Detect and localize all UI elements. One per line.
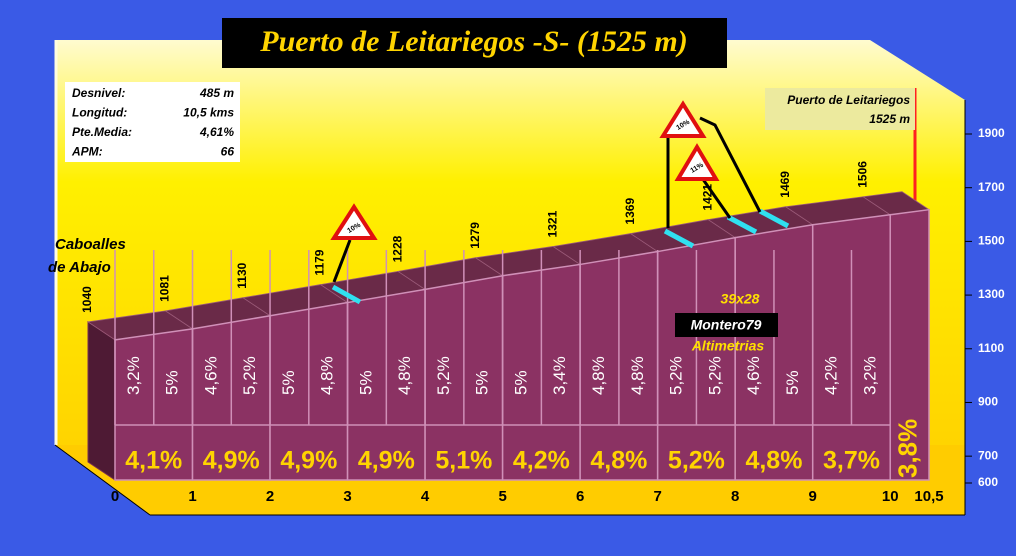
y-tick-label: 1100	[978, 341, 1004, 355]
info-label: Longitud:	[72, 106, 127, 120]
altitude-label: 1506	[855, 161, 869, 188]
km-gradient: 3,7%	[823, 447, 880, 475]
km-gradient: 4,9%	[203, 447, 260, 475]
segment-gradient: 3,4%	[550, 356, 569, 395]
credit: 39x28	[721, 291, 760, 307]
y-tick-label: 1500	[978, 234, 1005, 248]
x-tick-label: 9	[809, 488, 817, 505]
x-tick-label: 7	[653, 488, 661, 505]
signs: 10% 10% 11%	[330, 100, 762, 283]
segment-gradient: 5%	[783, 370, 802, 395]
credit-box	[675, 313, 778, 337]
credit: Montero79	[691, 317, 762, 333]
info-value: 4,61%	[199, 125, 234, 139]
altitude-label: 1130	[235, 262, 249, 288]
marker	[331, 284, 362, 305]
segment-gradient: 3,2%	[124, 356, 143, 395]
marker	[726, 214, 758, 235]
y-tick-label: 700	[978, 448, 998, 462]
segment-gradient: 4,8%	[395, 356, 414, 395]
km-gradient: 5,2%	[668, 447, 725, 475]
sign	[674, 143, 720, 181]
summit-label: Puerto de Leitariegos	[787, 93, 910, 107]
segment-gradient: 4,6%	[744, 356, 763, 395]
info-value: 485 m	[199, 86, 234, 100]
altitude-label: 1040	[80, 286, 94, 313]
start-label: de Abajo	[48, 259, 111, 276]
sign	[330, 203, 378, 240]
info-label: Desnivel:	[72, 86, 125, 100]
altitude-label: 1179	[313, 249, 327, 275]
summit-label: 1525 m	[869, 112, 910, 126]
km-gradient: 4,9%	[358, 447, 415, 475]
km-gradient: 4,8%	[745, 447, 802, 475]
km-gradient: 4,2%	[513, 447, 570, 475]
altitude-label: 1279	[468, 222, 482, 249]
x-tick-label: 2	[266, 488, 274, 505]
x-tick-label: 5	[498, 488, 506, 505]
sign-pole	[332, 239, 352, 283]
altitude-label: 1369	[623, 198, 637, 225]
x-tick-label: 10	[882, 488, 899, 505]
y-tick-label: 1900	[978, 126, 1005, 140]
km-gradient: 5,1%	[435, 447, 492, 475]
y-tick-label: 1300	[978, 287, 1005, 301]
title-box	[222, 18, 727, 68]
info-value: 10,5 kms	[183, 106, 234, 120]
segment-gradient: 4,8%	[628, 356, 647, 395]
segment-gradient: 4,2%	[822, 356, 841, 395]
info-value: 66	[221, 145, 235, 159]
x-tick-label: 10,5	[914, 488, 943, 505]
segment-gradient: 5,2%	[667, 356, 686, 395]
y-tick-label: 1700	[978, 180, 1005, 194]
segment-gradient: 5%	[356, 370, 375, 395]
start-label: Caboalles	[55, 236, 126, 253]
segment-gradient: 3,2%	[860, 356, 879, 395]
y-tick-label: 600	[978, 475, 998, 489]
y-tick-label: 900	[978, 395, 998, 409]
segment-gradient: 4,6%	[201, 356, 220, 395]
sign-pole	[698, 174, 732, 219]
segment-gradient: 5,2%	[240, 356, 259, 395]
altitude-label: 1081	[158, 275, 172, 302]
km-gradient: 4,9%	[280, 447, 337, 475]
segment-gradient: 4,8%	[589, 356, 608, 395]
altitude-label: 1469	[778, 171, 792, 198]
chart-title: Puerto de Leitariegos -S- (1525 m)	[259, 25, 687, 58]
segment-gradient: 4,8%	[318, 356, 337, 395]
profile-side	[87, 320, 116, 481]
segment-gradient: 5,2%	[434, 356, 453, 395]
info-label: APM:	[71, 145, 103, 159]
info-table: Desnivel: 485 m Longitud: 10,5 kms Pte.Media…	[71, 86, 234, 159]
sign-pole	[699, 116, 762, 213]
km-gradient: 4,8%	[590, 447, 647, 475]
floor-edge	[54, 444, 151, 516]
km-gradient: 4,1%	[125, 447, 182, 475]
x-tick-label: 8	[731, 488, 739, 505]
altitude-label: 1421	[700, 184, 714, 211]
x-tick-label: 4	[421, 488, 430, 505]
altitude-label: 1321	[545, 210, 559, 237]
sign	[659, 100, 707, 138]
summit-box	[765, 88, 915, 130]
credit: Altimetrias	[691, 338, 765, 354]
segment-gradient: 5%	[163, 370, 182, 395]
x-tick-label: 6	[576, 488, 584, 505]
x-tick-label: 1	[188, 488, 196, 505]
profile-front	[889, 208, 930, 481]
marker	[663, 228, 695, 249]
x-tick-label: 3	[343, 488, 351, 505]
marker	[758, 208, 790, 229]
info-box	[65, 82, 240, 162]
profile: 4,1% 4,9% 4,9% 4,9% 5,1% 4,2% 4,8% 5,2% 4,8% 3,7%…	[86, 191, 931, 481]
altitude-label: 1228	[390, 235, 404, 262]
segment-gradient: 5%	[511, 370, 530, 395]
x-tick-label: 0	[111, 488, 119, 505]
segment-gradient: 5%	[279, 370, 298, 395]
km-gradient: 3,8%	[892, 419, 922, 478]
segment-gradient: 5%	[473, 370, 492, 395]
segment-gradient: 5,2%	[705, 356, 724, 395]
info-label: Pte.Media:	[72, 125, 132, 139]
